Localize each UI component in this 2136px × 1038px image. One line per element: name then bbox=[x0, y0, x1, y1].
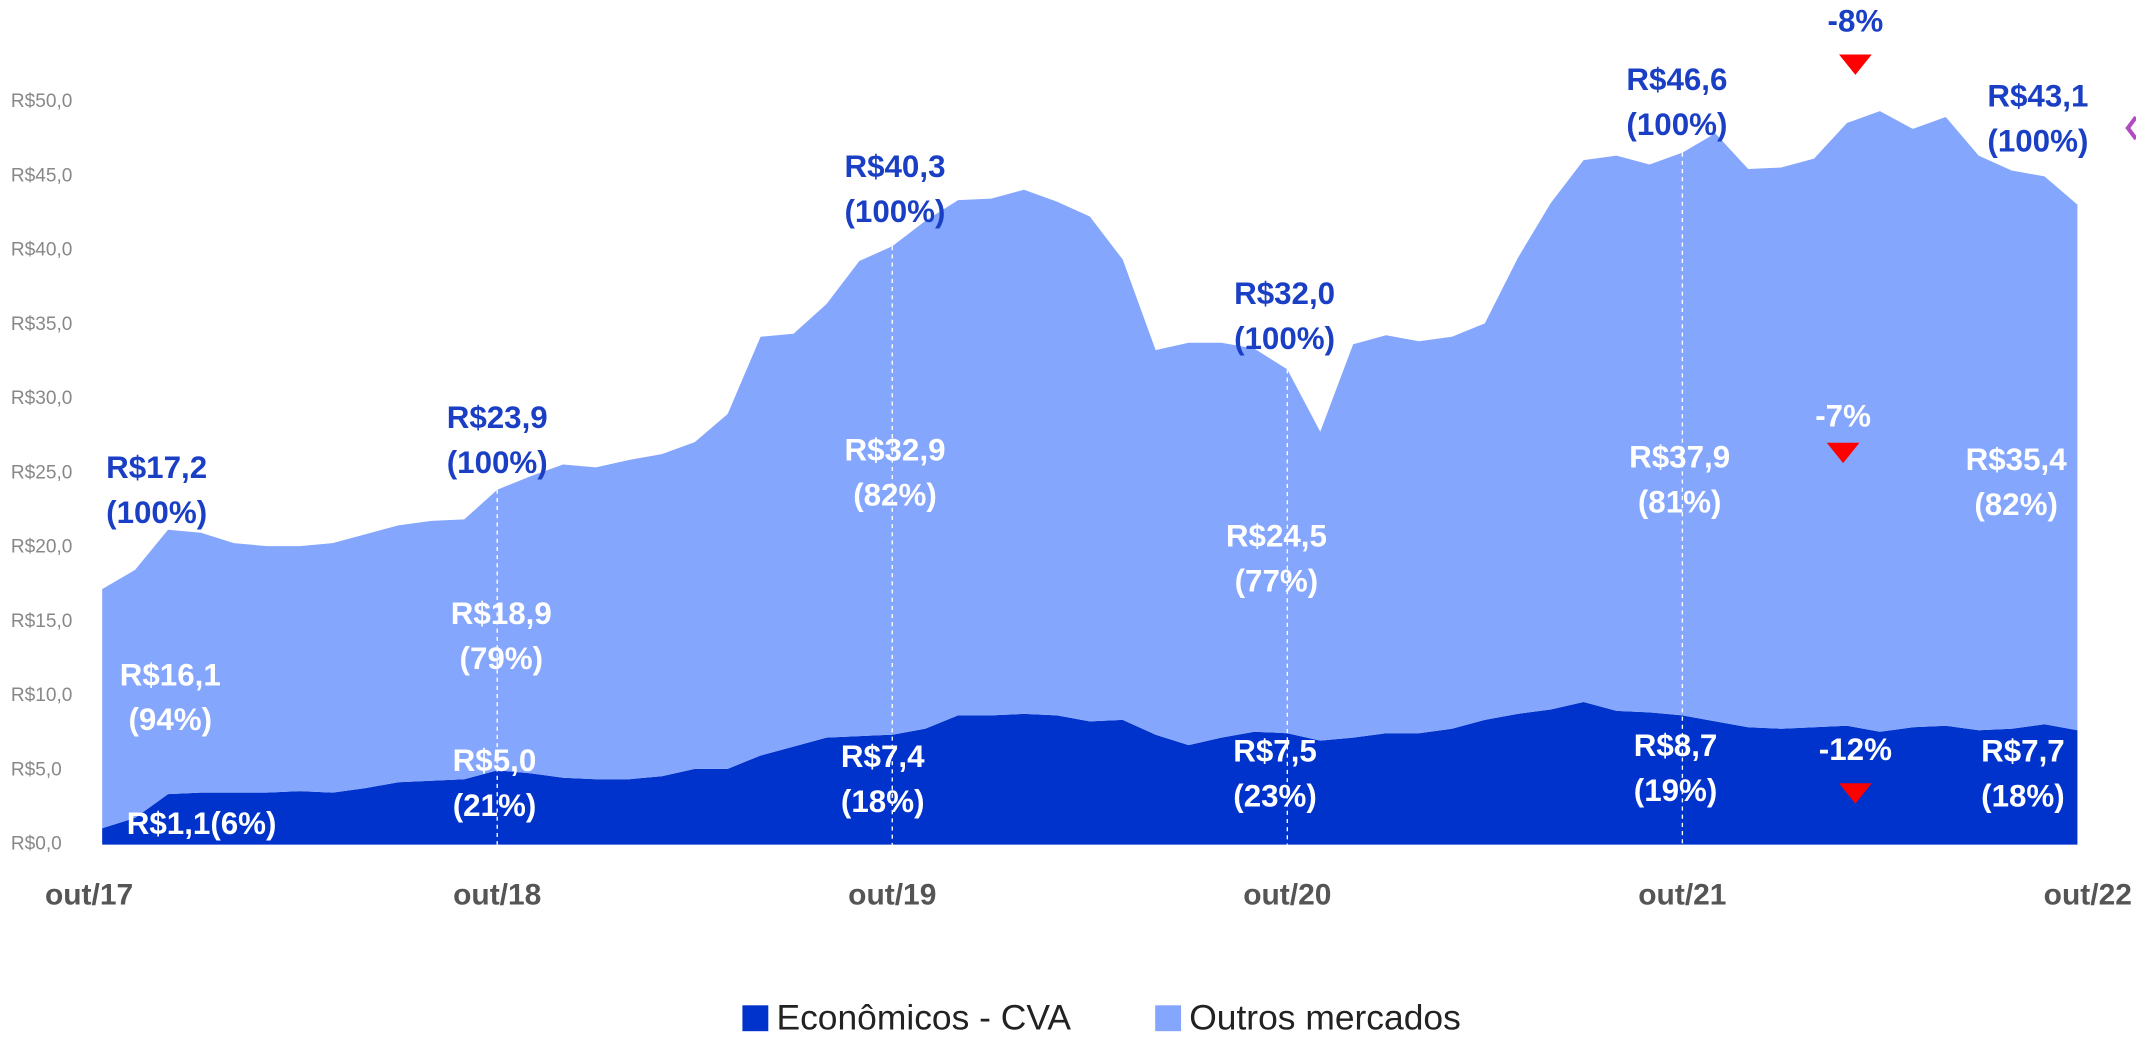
change-label: -8% bbox=[1828, 3, 1884, 38]
y-tick-label: R$45,0 bbox=[11, 165, 72, 186]
data-label: (82%) bbox=[853, 477, 937, 512]
data-label: R$8,7 bbox=[1634, 728, 1718, 763]
y-tick-label: R$35,0 bbox=[11, 314, 72, 335]
data-label: (100%) bbox=[1234, 321, 1335, 356]
data-label: (100%) bbox=[1987, 123, 2088, 158]
y-tick-label: R$30,0 bbox=[11, 388, 72, 409]
data-label: (21%) bbox=[453, 788, 537, 823]
data-label: (23%) bbox=[1233, 779, 1317, 814]
x-tick-label: out/21 bbox=[1638, 878, 1726, 911]
data-label: (100%) bbox=[844, 194, 945, 229]
data-label: R$24,5 bbox=[1226, 518, 1327, 553]
x-tick-label: out/22 bbox=[2044, 878, 2132, 911]
data-label: (81%) bbox=[1638, 484, 1722, 519]
legend-swatch bbox=[742, 1005, 769, 1032]
down-triangle bbox=[1826, 442, 1860, 464]
data-label: (18%) bbox=[841, 784, 925, 819]
x-tick-label: out/17 bbox=[45, 878, 133, 911]
data-label: (100%) bbox=[447, 445, 548, 480]
legend-swatch bbox=[1155, 1005, 1182, 1032]
data-label: R$32,0 bbox=[1234, 276, 1335, 311]
legend-label: Econômicos - CVA bbox=[776, 998, 1071, 1038]
y-tick-label: R$0,0 bbox=[11, 834, 62, 855]
data-label: R$7,4 bbox=[841, 739, 925, 774]
y-tick-label: R$5,0 bbox=[11, 759, 62, 780]
y-tick-label: R$25,0 bbox=[11, 462, 72, 483]
y-tick-label: R$10,0 bbox=[11, 685, 72, 706]
data-label: (82%) bbox=[1974, 487, 2058, 522]
data-label: R$40,3 bbox=[844, 149, 945, 184]
x-tick-label: out/18 bbox=[453, 878, 541, 911]
data-label: R$32,9 bbox=[844, 433, 945, 468]
down-triangle bbox=[1839, 54, 1872, 75]
data-label: R$23,9 bbox=[447, 400, 548, 435]
down-triangle bbox=[1839, 783, 1872, 804]
y-tick-label: R$50,0 bbox=[11, 91, 72, 112]
y-tick-label: R$40,0 bbox=[11, 240, 72, 261]
data-label: R$43,1 bbox=[1987, 78, 2088, 113]
y-tick-label: R$20,0 bbox=[11, 537, 72, 558]
data-label: R$16,1 bbox=[120, 657, 221, 692]
data-label: (100%) bbox=[1626, 107, 1727, 142]
data-label: R$37,9 bbox=[1629, 439, 1730, 474]
data-label: R$7,5 bbox=[1233, 734, 1317, 769]
legend-label: Outros mercados bbox=[1189, 998, 1461, 1038]
data-label: R$35,4 bbox=[1966, 442, 2068, 477]
data-label: R$7,7 bbox=[1981, 734, 2065, 769]
change-label: -12% bbox=[1819, 732, 1892, 767]
data-label: (19%) bbox=[1634, 773, 1718, 808]
data-label: R$46,6 bbox=[1626, 62, 1727, 97]
data-label: (18%) bbox=[1981, 779, 2065, 814]
area bbox=[102, 111, 2078, 829]
x-tick-label: out/19 bbox=[848, 878, 936, 911]
change-label: -7% bbox=[1815, 398, 1871, 433]
data-label: (77%) bbox=[1235, 563, 1319, 598]
data-label: R$18,9 bbox=[451, 596, 552, 631]
area bbox=[102, 702, 2078, 845]
data-label: R$17,2 bbox=[106, 450, 207, 485]
edge-arrow bbox=[2125, 115, 2136, 141]
data-label: (100%) bbox=[106, 495, 207, 530]
y-tick-label: R$15,0 bbox=[11, 611, 72, 632]
data-label: R$1,1(6%) bbox=[127, 806, 277, 841]
x-tick-label: out/20 bbox=[1243, 878, 1331, 911]
data-label: R$5,0 bbox=[453, 743, 537, 778]
data-label: (94%) bbox=[128, 702, 212, 737]
data-label: (79%) bbox=[460, 641, 544, 676]
